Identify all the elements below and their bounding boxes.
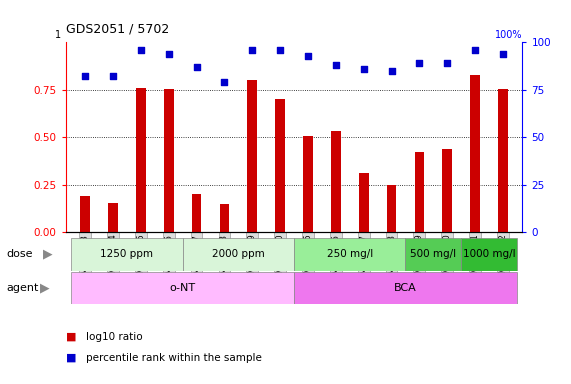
Text: 250 mg/l: 250 mg/l bbox=[327, 249, 373, 260]
Bar bbox=[275, 99, 285, 232]
Text: dose: dose bbox=[7, 249, 33, 259]
Text: 2000 ppm: 2000 ppm bbox=[212, 249, 265, 260]
Point bbox=[387, 68, 396, 74]
Point bbox=[220, 79, 229, 85]
Text: 500 mg/l: 500 mg/l bbox=[411, 249, 456, 260]
Bar bbox=[220, 204, 230, 232]
Bar bbox=[405, 238, 461, 271]
Bar bbox=[164, 89, 174, 232]
Text: 1: 1 bbox=[55, 30, 61, 40]
Text: ▶: ▶ bbox=[40, 281, 50, 295]
Bar bbox=[303, 136, 313, 232]
Point bbox=[81, 73, 90, 79]
Text: ■: ■ bbox=[66, 332, 76, 342]
Point bbox=[443, 60, 452, 66]
Bar bbox=[294, 238, 405, 271]
Text: log10 ratio: log10 ratio bbox=[86, 332, 142, 342]
Bar bbox=[71, 272, 294, 304]
Text: ■: ■ bbox=[66, 353, 76, 363]
Point bbox=[331, 62, 340, 68]
Bar bbox=[415, 152, 424, 232]
Point bbox=[471, 47, 480, 53]
Text: 1250 ppm: 1250 ppm bbox=[100, 249, 154, 260]
Bar bbox=[387, 185, 396, 232]
Text: percentile rank within the sample: percentile rank within the sample bbox=[86, 353, 262, 363]
Bar bbox=[471, 74, 480, 232]
Bar bbox=[136, 88, 146, 232]
Bar bbox=[331, 131, 341, 232]
Point bbox=[136, 47, 146, 53]
Text: agent: agent bbox=[7, 283, 39, 293]
Bar bbox=[183, 238, 294, 271]
Text: GDS2051 / 5702: GDS2051 / 5702 bbox=[66, 23, 169, 36]
Bar bbox=[461, 238, 517, 271]
Bar bbox=[443, 149, 452, 232]
Point bbox=[248, 47, 257, 53]
Point bbox=[276, 47, 285, 53]
Text: ▶: ▶ bbox=[43, 248, 53, 261]
Point bbox=[498, 51, 508, 57]
Bar bbox=[498, 89, 508, 232]
Text: o-NT: o-NT bbox=[170, 283, 196, 293]
Point bbox=[108, 73, 118, 79]
Text: BCA: BCA bbox=[394, 283, 417, 293]
Text: 100%: 100% bbox=[495, 30, 522, 40]
Bar bbox=[359, 174, 368, 232]
Point bbox=[164, 51, 173, 57]
Point bbox=[359, 66, 368, 72]
Point bbox=[415, 60, 424, 66]
Bar bbox=[192, 194, 202, 232]
Bar bbox=[81, 196, 90, 232]
Point bbox=[192, 64, 201, 70]
Bar bbox=[71, 238, 183, 271]
Bar bbox=[108, 203, 118, 232]
Bar bbox=[294, 272, 517, 304]
Bar bbox=[247, 80, 257, 232]
Point bbox=[303, 53, 312, 59]
Text: 1000 mg/l: 1000 mg/l bbox=[463, 249, 516, 260]
